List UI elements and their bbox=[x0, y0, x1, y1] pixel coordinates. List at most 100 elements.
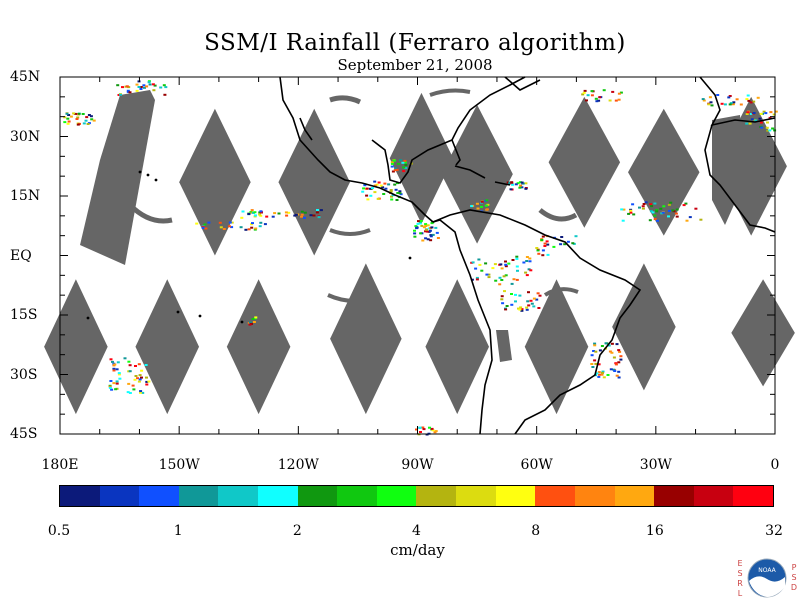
rain-pixel bbox=[525, 308, 529, 311]
rain-pixel bbox=[436, 237, 440, 239]
rain-pixel bbox=[560, 236, 564, 238]
rain-pixel bbox=[397, 162, 400, 165]
missing-data-swath bbox=[612, 263, 676, 391]
rain-pixel bbox=[594, 350, 598, 353]
rain-pixel bbox=[393, 159, 396, 162]
rain-pixel bbox=[617, 370, 621, 373]
rain-pixel bbox=[617, 376, 621, 379]
rain-pixel bbox=[566, 240, 570, 243]
rain-pixel bbox=[315, 211, 319, 214]
missing-data-swath bbox=[278, 108, 350, 256]
rain-pixel bbox=[395, 168, 399, 171]
rain-pixel bbox=[402, 170, 406, 173]
rain-pixel bbox=[619, 355, 623, 358]
rain-pixel bbox=[474, 267, 478, 270]
rain-pixel bbox=[390, 165, 394, 168]
rain-pixel bbox=[617, 98, 621, 101]
rain-pixel bbox=[642, 203, 646, 205]
colorbar-swatch bbox=[574, 486, 615, 506]
rain-pixel bbox=[119, 93, 122, 96]
rain-pixel bbox=[375, 183, 379, 186]
latitude-label: 30S bbox=[10, 366, 38, 383]
rain-pixel bbox=[669, 201, 673, 204]
rain-pixel bbox=[748, 122, 752, 125]
rain-pixel bbox=[598, 96, 602, 99]
rain-pixel bbox=[653, 214, 657, 217]
rain-pixel bbox=[526, 300, 530, 303]
rain-pixel bbox=[419, 220, 423, 222]
island bbox=[198, 314, 202, 318]
rain-pixel bbox=[434, 430, 438, 433]
rain-pixel bbox=[219, 226, 223, 229]
rain-pixel bbox=[537, 307, 541, 309]
rain-pixel bbox=[768, 116, 772, 119]
rain-pixel bbox=[75, 118, 79, 120]
rain-pixel bbox=[595, 372, 599, 375]
rain-pixel bbox=[608, 350, 612, 353]
rain-pixel bbox=[398, 190, 402, 193]
rain-pixel bbox=[597, 363, 601, 366]
coastlines bbox=[86, 76, 776, 435]
rain-pixel bbox=[164, 86, 168, 89]
rain-pixel bbox=[537, 252, 541, 255]
rain-pixel bbox=[393, 169, 397, 172]
rain-pixel bbox=[750, 118, 754, 121]
rain-pixel bbox=[707, 103, 711, 106]
rain-pixel bbox=[480, 269, 484, 272]
rain-pixel bbox=[127, 382, 131, 385]
rain-pixel bbox=[108, 386, 112, 389]
rain-pixel bbox=[134, 365, 137, 367]
rain-pixel bbox=[285, 214, 289, 217]
rain-pixel bbox=[87, 114, 91, 116]
rain-pixel bbox=[614, 99, 618, 102]
rain-pixel bbox=[595, 100, 599, 103]
colorbar-swatch bbox=[218, 486, 259, 506]
rain-pixel bbox=[116, 84, 120, 87]
rainfall-map bbox=[44, 76, 795, 436]
rain-pixel bbox=[601, 371, 604, 374]
rain-pixel bbox=[651, 211, 655, 214]
rain-pixel bbox=[518, 186, 522, 189]
rain-pixel bbox=[609, 368, 613, 371]
rain-pixel bbox=[128, 91, 132, 94]
island bbox=[240, 320, 244, 324]
latitude-label: EQ bbox=[10, 247, 32, 264]
rain-pixel bbox=[109, 358, 113, 361]
rain-pixel bbox=[90, 118, 94, 121]
rain-pixel bbox=[248, 323, 252, 326]
rain-pixel bbox=[597, 371, 601, 374]
rain-pixel bbox=[485, 273, 489, 276]
rain-pixel bbox=[424, 225, 428, 227]
rain-pixel bbox=[421, 239, 425, 242]
rain-pixel bbox=[475, 276, 479, 279]
rain-pixel bbox=[758, 117, 762, 120]
rain-pixel bbox=[125, 85, 129, 88]
rain-pixel bbox=[699, 218, 703, 221]
rain-pixel bbox=[135, 89, 139, 92]
rain-pixel bbox=[362, 187, 366, 190]
colorbar-tick-label: 4 bbox=[412, 523, 421, 539]
rain-pixel bbox=[430, 427, 434, 430]
rain-pixel bbox=[383, 182, 387, 185]
rain-pixel bbox=[228, 221, 232, 224]
rain-pixel bbox=[115, 382, 119, 385]
rain-pixel bbox=[413, 232, 417, 235]
rain-pixel bbox=[522, 261, 526, 264]
island bbox=[408, 256, 412, 260]
rain-pixel bbox=[413, 229, 416, 232]
missing-data-swath bbox=[135, 279, 200, 415]
rain-pixel bbox=[659, 207, 663, 210]
rain-pixel bbox=[137, 363, 141, 366]
rain-pixel bbox=[477, 258, 481, 261]
rain-pixel bbox=[600, 345, 604, 347]
rain-pixel bbox=[749, 113, 753, 115]
rain-pixel bbox=[247, 213, 251, 215]
rain-pixel bbox=[617, 361, 621, 364]
rain-pixel bbox=[419, 431, 422, 433]
rain-pixel bbox=[675, 208, 679, 211]
rain-pixel bbox=[63, 121, 67, 124]
rain-pixel bbox=[622, 208, 626, 211]
rain-pixel bbox=[384, 187, 388, 190]
colorbar-tick-label: 32 bbox=[765, 523, 783, 539]
rain-pixel bbox=[621, 219, 625, 222]
